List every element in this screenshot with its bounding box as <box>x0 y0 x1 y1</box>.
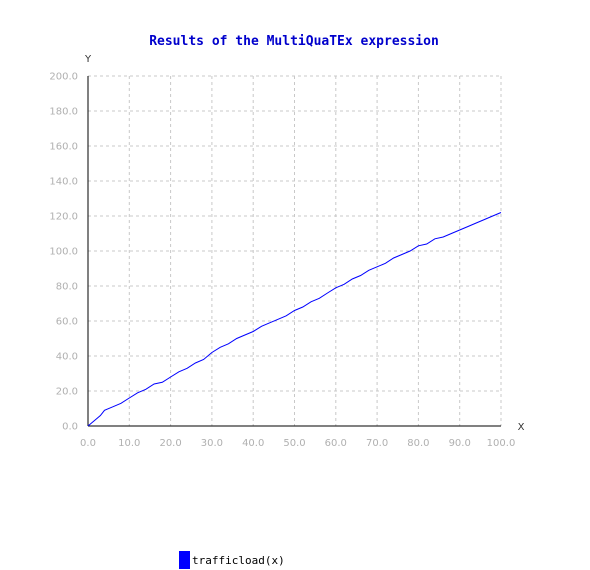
y-tick-label: 100.0 <box>49 247 78 258</box>
y-tick-label: 160.0 <box>49 142 78 153</box>
x-tick-label: 60.0 <box>325 438 347 449</box>
y-tick-label: 40.0 <box>56 352 78 363</box>
x-tick-label: 10.0 <box>118 438 140 449</box>
x-axis-label: X <box>518 422 525 433</box>
y-tick-label: 180.0 <box>49 107 78 118</box>
x-tick-labels: 0.0 10.0 20.0 30.0 40.0 50.0 60.0 70.0 80.0 90.0 1… <box>80 438 515 449</box>
x-tick-label: 30.0 <box>201 438 223 449</box>
y-tick-label: 200.0 <box>49 72 78 83</box>
series-group <box>87 212 502 427</box>
legend-swatch <box>179 551 190 569</box>
y-tick-label: 20.0 <box>56 387 78 398</box>
x-tick-label: 70.0 <box>366 438 388 449</box>
x-tick-label: 80.0 <box>407 438 429 449</box>
x-tick-label: 90.0 <box>449 438 471 449</box>
x-tick-label: 100.0 <box>487 438 516 449</box>
y-tick-labels: 0.0 20.0 40.0 60.0 80.0 100.0 120.0 140.0 160.0 1… <box>49 72 78 433</box>
gridlines <box>87 75 502 427</box>
legend: trafficload(x) <box>179 551 285 569</box>
x-tick-label: 20.0 <box>159 438 181 449</box>
y-tick-label: 80.0 <box>56 282 78 293</box>
y-tick-label: 0.0 <box>62 422 78 433</box>
y-tick-label: 120.0 <box>49 212 78 223</box>
legend-label: trafficload(x) <box>192 553 285 567</box>
x-tick-label: 50.0 <box>283 438 305 449</box>
x-tick-label: 0.0 <box>80 438 96 449</box>
series-line <box>87 212 502 427</box>
y-axis-label: Y <box>84 54 92 65</box>
y-tick-label: 140.0 <box>49 177 78 188</box>
chart-title: Results of the MultiQuaTEx expression <box>149 34 439 49</box>
y-tick-label: 60.0 <box>56 317 78 328</box>
x-tick-label: 40.0 <box>242 438 264 449</box>
